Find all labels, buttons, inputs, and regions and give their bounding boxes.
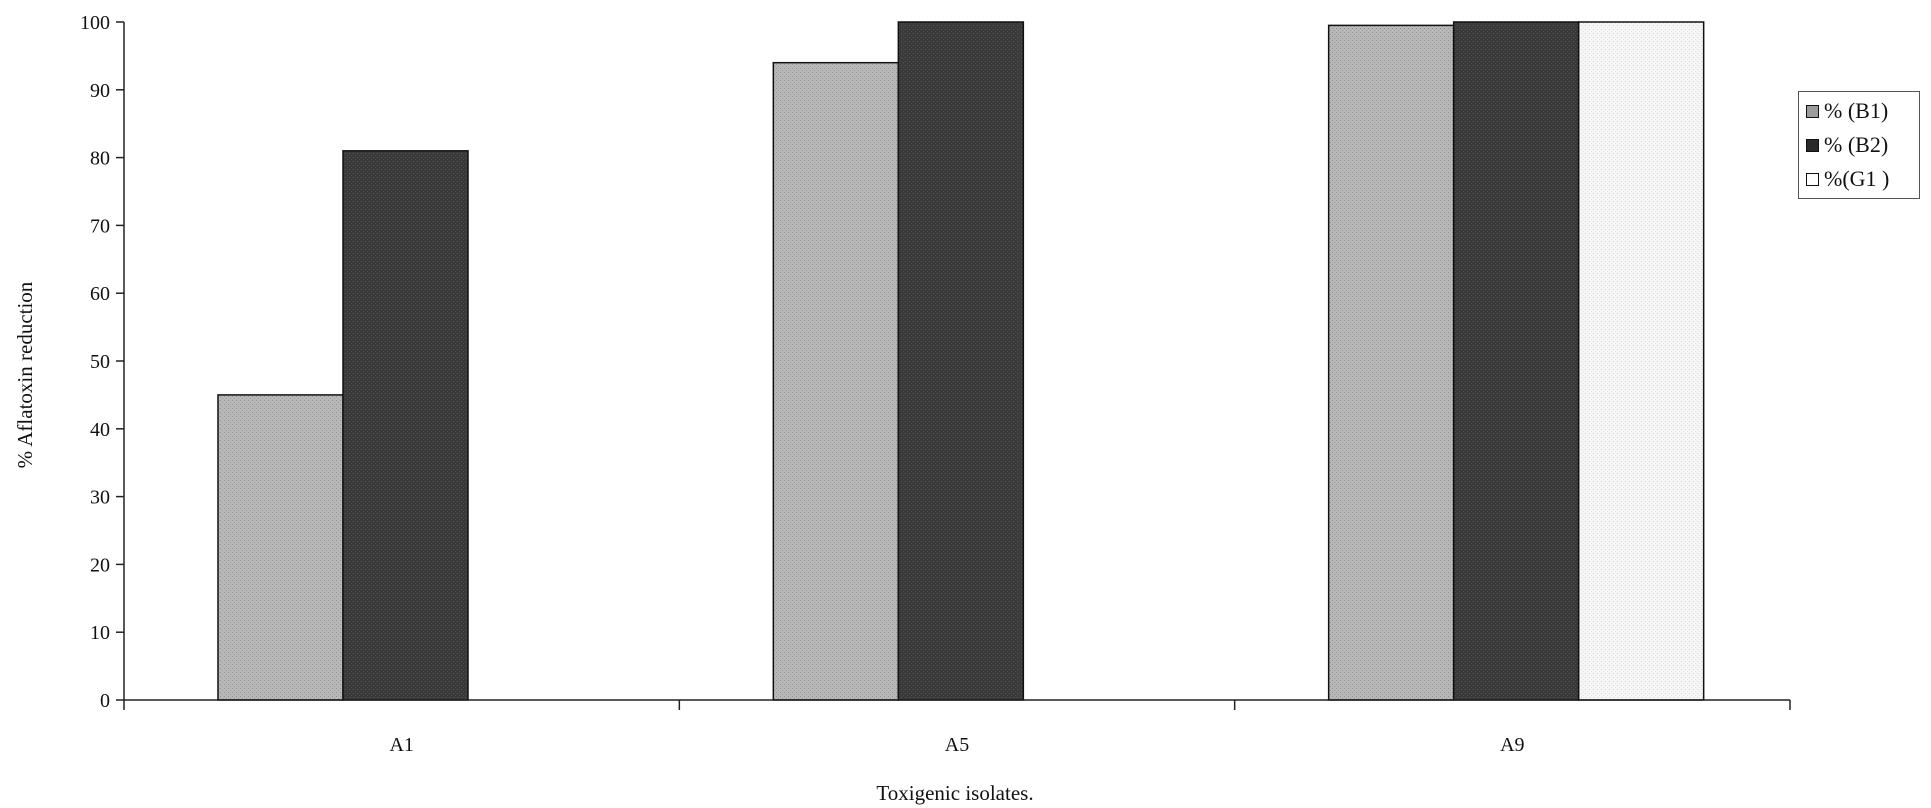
y-tick-label: 30 (90, 487, 110, 509)
y-tick-label: 0 (100, 690, 110, 712)
legend-label-b1: % (B1) (1824, 98, 1889, 123)
legend-item-g1: %(G1 ) (1799, 162, 1919, 196)
legend-label-b2: % (B2) (1824, 132, 1889, 157)
y-tick-label: 50 (90, 351, 110, 373)
legend: % (B1) % (B2) %(G1 ) (1798, 91, 1920, 199)
bar-b1-a1 (217, 394, 344, 701)
legend-swatch-b2 (1806, 138, 1819, 152)
y-ticks: 0 10 20 30 40 50 60 70 80 90 100 (80, 12, 124, 712)
x-ticks: A1 A5 A9 (123, 700, 1791, 756)
bar-b2-a9 (1452, 21, 1580, 701)
y-tick-label: 70 (90, 215, 110, 237)
legend-item-b2: % (B2) (1799, 128, 1919, 162)
y-tick-label: 60 (90, 283, 110, 305)
legend-swatch-g1 (1806, 172, 1819, 186)
y-tick-label: 10 (90, 622, 110, 644)
y-tick-label: 90 (90, 80, 110, 102)
x-tick-label: A1 (389, 734, 413, 756)
x-tick-label: A5 (945, 734, 969, 756)
legend-item-b1: % (B1) (1799, 94, 1919, 128)
y-tick-label: 80 (90, 148, 110, 170)
y-tick-label: 20 (90, 554, 110, 576)
y-axis-title: % Aflatoxin reduction (13, 281, 37, 468)
legend-label-g1: %(G1 ) (1824, 166, 1890, 191)
bar-b1-a5 (772, 61, 900, 701)
y-tick-label: 40 (90, 419, 110, 441)
bar-b2-a1 (342, 150, 469, 701)
y-tick-label: 100 (80, 12, 110, 34)
x-axis-title: Toxigenic isolates. (876, 781, 1033, 805)
legend-swatch-b1 (1806, 104, 1819, 118)
x-tick-label: A9 (1500, 734, 1524, 756)
bar-b1-a9 (1327, 24, 1455, 701)
bar-b2-a5 (897, 21, 1025, 701)
bars (217, 21, 1705, 701)
bar-g1-a9 (1577, 21, 1705, 701)
